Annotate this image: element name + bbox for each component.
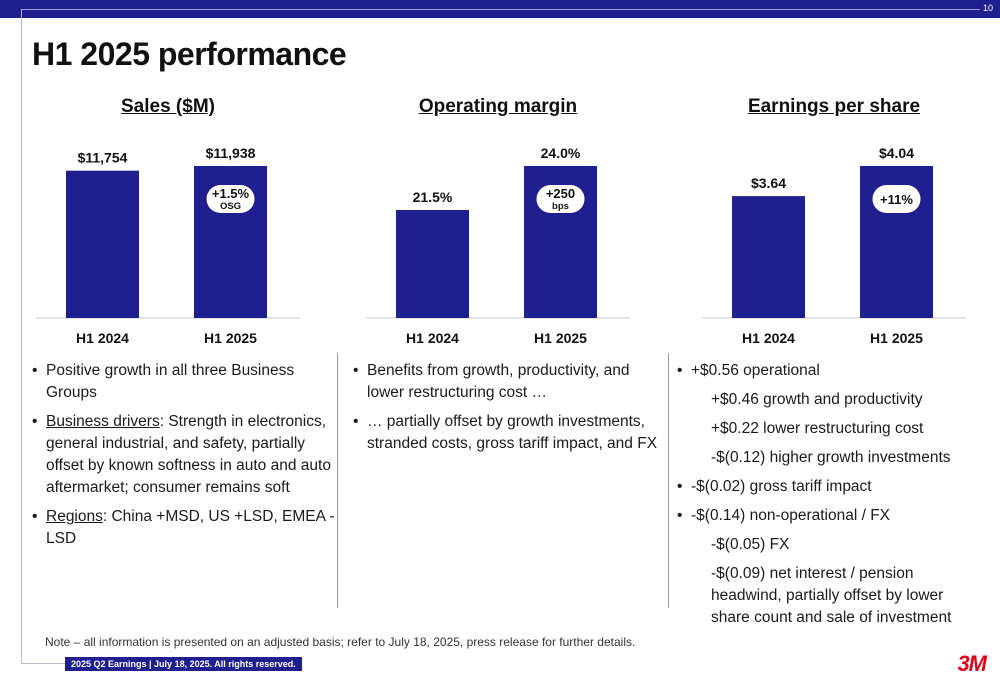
brand-logo: 3M (957, 651, 987, 676)
change-label: +250 (546, 186, 575, 201)
sub-item: +$0.46 growth and productivity (711, 391, 923, 408)
bullet-item: -$(0.14) non-operational / FX (677, 505, 982, 527)
x-tick-label: H1 2025 (534, 330, 587, 346)
eps-notes: +$0.56 operational +$0.46 growth and pro… (677, 360, 982, 636)
bullet-item: +$0.56 operational (677, 360, 982, 382)
change-sublabel: OSG (220, 201, 241, 212)
change-label: +11% (880, 192, 913, 207)
sales-chart-panel: Sales ($M) $11,754 H1 2024 $11,938 H1 2025 +… (18, 96, 318, 346)
bullet-item: -$(0.02) gross tariff impact (677, 476, 982, 498)
bullet-item: Benefits from growth, productivity, and … (353, 360, 658, 404)
eps-chart-panel: Earnings per share $3.64 H1 2024 $4.04 H1 2… (684, 96, 984, 346)
data-label: $11,754 (78, 150, 128, 166)
bar (66, 170, 139, 318)
chart-title: Operating margin (418, 96, 578, 117)
chart-title: Earnings per share (747, 96, 921, 117)
data-label: $4.04 (879, 145, 914, 161)
bar (732, 196, 805, 318)
bullet-item: Positive growth in all three Business Gr… (32, 360, 337, 404)
x-tick-label: H1 2025 (870, 330, 923, 346)
x-tick-label: H1 2024 (406, 330, 459, 346)
change-label: +1.5% (212, 186, 250, 201)
page-number: 10 (982, 3, 993, 13)
data-label: $3.64 (751, 175, 786, 191)
sub-item: -$(0.12) higher growth investments (711, 449, 951, 466)
header-rule (22, 9, 980, 10)
x-tick-label: H1 2024 (742, 330, 795, 346)
sub-item: +$0.22 lower restructuring cost (711, 420, 924, 437)
sub-item: -$(0.09) net interest / pension headwind… (711, 565, 952, 626)
change-sublabel: bps (552, 201, 569, 212)
bar (396, 209, 469, 318)
bullet-item: Regions: China +MSD, US +LSD, EMEA -LSD (32, 506, 337, 550)
data-label: 21.5% (413, 189, 453, 205)
column-divider (668, 353, 669, 608)
sales-chart: $11,754 H1 2024 $11,938 H1 2025 +1.5%OSG (36, 145, 300, 346)
x-tick-label: H1 2024 (76, 330, 129, 346)
margin-chart-panel: Operating margin 21.5% H1 2024 24.0% H1 202… (348, 96, 648, 346)
change-badge (206, 185, 255, 213)
sub-item: -$(0.05) FX (711, 536, 790, 553)
column-divider (337, 353, 338, 608)
change-badge (536, 185, 585, 213)
left-rule (21, 9, 22, 664)
chart-title: Sales ($M) (121, 96, 215, 117)
data-label: $11,938 (206, 145, 256, 161)
footer-rule (21, 663, 65, 664)
x-tick-label: H1 2025 (204, 330, 257, 346)
footnote: Note – all information is presented on a… (45, 635, 636, 649)
bullet-item: Business drivers: Strength in electronic… (32, 411, 337, 499)
footer-badge: 2025 Q2 Earnings | July 18, 2025. All ri… (65, 657, 302, 671)
bullet-item: … partially offset by growth investments… (353, 411, 658, 455)
sales-notes: Positive growth in all three Business Gr… (32, 360, 337, 557)
data-label: 24.0% (541, 145, 581, 161)
change-badge (872, 185, 921, 213)
margin-notes: Benefits from growth, productivity, and … (353, 360, 658, 462)
page-title: H1 2025 performance (32, 36, 347, 72)
eps-chart: $3.64 H1 2024 $4.04 H1 2025 +11% (702, 145, 966, 346)
